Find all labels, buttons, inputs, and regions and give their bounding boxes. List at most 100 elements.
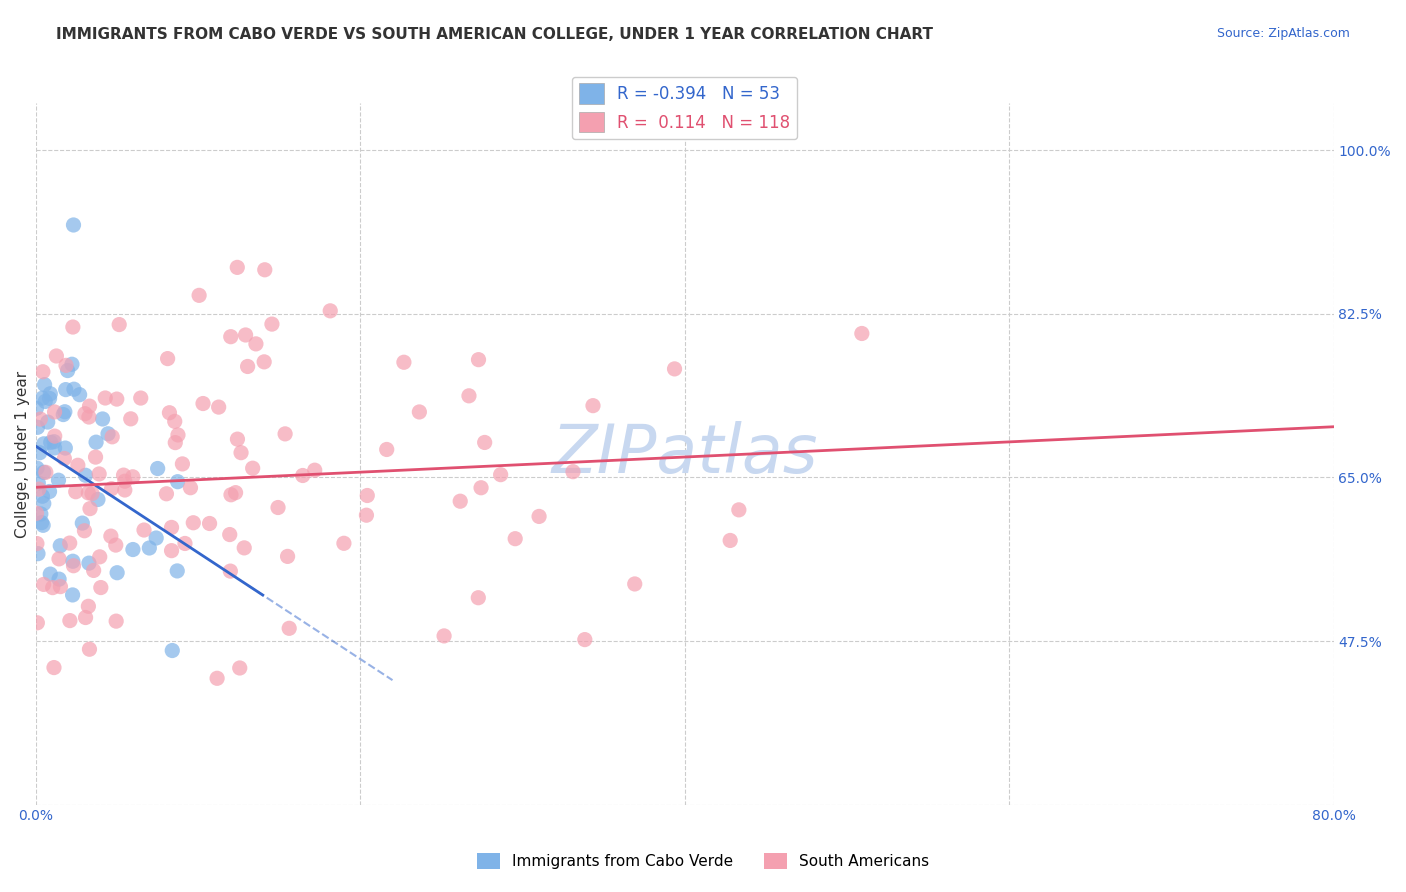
Point	[172, 457, 194, 471]
Point	[165, 435, 187, 450]
Point	[69, 387, 91, 401]
Point	[100, 529, 122, 543]
Point	[73, 407, 96, 421]
Point	[30, 412, 52, 426]
Point	[218, 527, 240, 541]
Point	[718, 533, 741, 548]
Text: IMMIGRANTS FROM CABO VERDE VS SOUTH AMERICAN COLLEGE, UNDER 1 YEAR CORRELATION C: IMMIGRANTS FROM CABO VERDE VS SOUTH AMER…	[56, 27, 934, 42]
Point	[32, 577, 55, 591]
Point	[229, 661, 252, 675]
Point	[38, 392, 60, 406]
Point	[503, 532, 526, 546]
Point	[32, 496, 55, 510]
Point	[433, 629, 456, 643]
Point	[62, 554, 84, 568]
Point	[146, 461, 169, 475]
Point	[356, 508, 378, 523]
Point	[167, 428, 190, 442]
Point	[319, 303, 342, 318]
Point	[28, 446, 51, 460]
Point	[62, 558, 84, 573]
Point	[155, 487, 177, 501]
Point	[27, 547, 49, 561]
Point	[527, 509, 550, 524]
Point	[79, 642, 101, 657]
Text: ZIPatlas: ZIPatlas	[551, 421, 818, 487]
Point	[408, 405, 430, 419]
Point	[89, 549, 111, 564]
Point	[208, 400, 231, 414]
Point	[188, 288, 211, 302]
Point	[55, 359, 77, 373]
Point	[159, 406, 181, 420]
Point	[72, 516, 94, 530]
Point	[49, 580, 72, 594]
Point	[108, 318, 131, 332]
Point	[56, 363, 79, 377]
Point	[77, 556, 100, 570]
Point	[179, 481, 201, 495]
Point	[53, 405, 76, 419]
Point	[253, 262, 276, 277]
Point	[245, 337, 267, 351]
Point	[105, 614, 128, 628]
Legend: R = -0.394   N = 53, R =  0.114   N = 118: R = -0.394 N = 53, R = 0.114 N = 118	[572, 77, 797, 139]
Point	[226, 432, 249, 446]
Point	[277, 549, 299, 564]
Point	[44, 441, 66, 455]
Point	[333, 536, 356, 550]
Point	[27, 475, 49, 490]
Point	[63, 382, 86, 396]
Point	[42, 660, 65, 674]
Point	[274, 426, 297, 441]
Point	[35, 466, 58, 480]
Point	[375, 442, 398, 457]
Point	[105, 566, 128, 580]
Point	[62, 320, 84, 334]
Point	[94, 391, 117, 405]
Point	[48, 572, 70, 586]
Point	[181, 516, 204, 530]
Point	[65, 484, 87, 499]
Point	[225, 485, 247, 500]
Point	[44, 405, 66, 419]
Point	[304, 463, 326, 477]
Point	[45, 349, 67, 363]
Point	[31, 365, 53, 379]
Point	[49, 539, 72, 553]
Point	[27, 420, 49, 434]
Point	[52, 408, 75, 422]
Point	[75, 610, 97, 624]
Point	[267, 500, 290, 515]
Point	[27, 615, 49, 630]
Point	[97, 426, 120, 441]
Point	[55, 383, 77, 397]
Point	[236, 359, 259, 374]
Point	[83, 564, 105, 578]
Point	[356, 488, 378, 502]
Point	[84, 435, 107, 450]
Point	[851, 326, 873, 341]
Point	[80, 486, 103, 500]
Point	[174, 536, 197, 550]
Point	[163, 414, 186, 428]
Point	[39, 435, 62, 450]
Point	[132, 523, 155, 537]
Point	[392, 355, 415, 369]
Point	[53, 441, 76, 455]
Point	[31, 391, 53, 405]
Point	[205, 671, 228, 685]
Point	[28, 482, 51, 496]
Point	[91, 412, 114, 426]
Point	[219, 564, 242, 578]
Point	[470, 481, 492, 495]
Point	[77, 599, 100, 614]
Point	[156, 351, 179, 366]
Point	[166, 564, 188, 578]
Point	[25, 536, 48, 550]
Point	[489, 467, 512, 482]
Point	[129, 391, 152, 405]
Point	[291, 468, 314, 483]
Point	[77, 410, 100, 425]
Point	[235, 328, 257, 343]
